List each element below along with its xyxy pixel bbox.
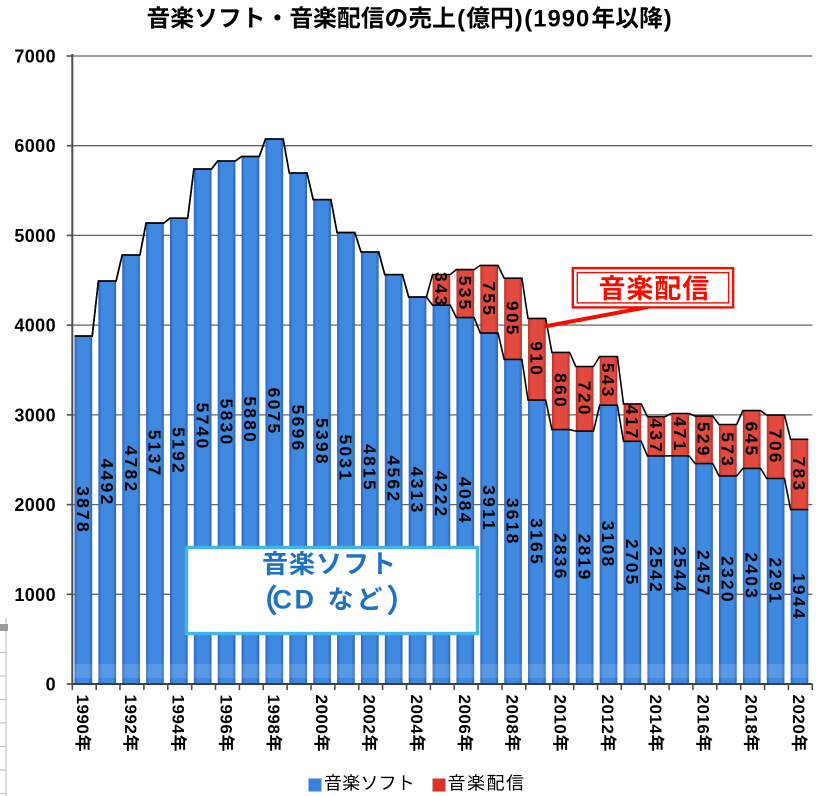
svg-text:2542: 2542 [646, 546, 666, 594]
svg-text:D: D [295, 585, 315, 615]
svg-text:0: 0 [46, 675, 56, 695]
svg-text:1996: 1996 [216, 695, 235, 735]
svg-text:4000: 4000 [14, 316, 56, 336]
svg-text:5398: 5398 [312, 418, 332, 466]
svg-text:(: ( [524, 6, 532, 33]
svg-text:4313: 4313 [407, 467, 427, 515]
svg-text:543: 543 [598, 363, 618, 399]
svg-text:645: 645 [741, 422, 761, 458]
svg-text:5192: 5192 [169, 427, 189, 475]
svg-text:2016: 2016 [694, 695, 713, 735]
svg-text:4782: 4782 [121, 446, 141, 494]
svg-text:3911: 3911 [479, 485, 499, 532]
svg-text:): ) [664, 6, 672, 33]
svg-text:905: 905 [503, 301, 523, 337]
svg-text:1000: 1000 [14, 585, 56, 605]
svg-text:535: 535 [455, 276, 475, 312]
svg-text:5031: 5031 [336, 434, 356, 482]
svg-text:3618: 3618 [503, 498, 523, 546]
svg-text:2000: 2000 [14, 495, 56, 515]
svg-text:1944: 1944 [789, 573, 809, 621]
svg-text:3000: 3000 [14, 405, 56, 425]
svg-text:471: 471 [670, 417, 690, 453]
svg-text:1992: 1992 [121, 695, 140, 735]
svg-text:4084: 4084 [455, 477, 475, 525]
svg-text:4562: 4562 [383, 456, 403, 504]
svg-text:573: 573 [718, 432, 738, 468]
svg-text:2403: 2403 [741, 552, 761, 600]
svg-text:2000: 2000 [312, 695, 331, 735]
svg-text:2004: 2004 [407, 695, 426, 735]
svg-text:2457: 2457 [694, 550, 714, 598]
svg-text:2705: 2705 [622, 539, 642, 587]
svg-text:5696: 5696 [288, 405, 308, 453]
svg-text:6075: 6075 [264, 388, 284, 436]
svg-text:2320: 2320 [718, 556, 738, 604]
svg-text:2836: 2836 [551, 533, 571, 581]
svg-text:4222: 4222 [431, 471, 451, 519]
svg-text:343: 343 [431, 272, 451, 308]
svg-text:755: 755 [479, 281, 499, 317]
svg-text:3878: 3878 [73, 486, 93, 534]
svg-text:2819: 2819 [574, 534, 594, 582]
svg-text:529: 529 [694, 422, 714, 458]
svg-text:(: ( [457, 6, 465, 33]
svg-text:): ) [515, 6, 523, 33]
svg-text:2002: 2002 [360, 695, 379, 735]
svg-text:3165: 3165 [527, 518, 547, 566]
svg-text:2012: 2012 [598, 695, 617, 735]
svg-text:5830: 5830 [216, 399, 236, 447]
svg-text:7000: 7000 [14, 47, 56, 67]
svg-text:2008: 2008 [503, 695, 522, 735]
svg-text:2291: 2291 [765, 557, 785, 605]
svg-text:5137: 5137 [145, 430, 165, 478]
svg-text:2010: 2010 [551, 695, 570, 735]
svg-text:4815: 4815 [360, 444, 380, 492]
svg-text:1998: 1998 [264, 695, 283, 735]
svg-text:1990: 1990 [73, 695, 92, 735]
svg-text:C: C [273, 585, 293, 615]
svg-text:910: 910 [527, 341, 547, 377]
svg-text:1994: 1994 [169, 695, 188, 735]
svg-text:2014: 2014 [646, 695, 665, 735]
svg-text:2018: 2018 [741, 695, 760, 735]
svg-text:783: 783 [789, 457, 809, 493]
svg-text:2020: 2020 [789, 695, 808, 735]
svg-text:5740: 5740 [192, 403, 212, 451]
svg-text:5880: 5880 [240, 396, 260, 444]
svg-text:2544: 2544 [670, 546, 690, 594]
svg-text:6000: 6000 [14, 136, 56, 156]
svg-text:720: 720 [574, 381, 594, 417]
svg-text:860: 860 [551, 373, 571, 409]
svg-text:706: 706 [765, 429, 785, 465]
svg-text:417: 417 [622, 405, 642, 441]
svg-text:5000: 5000 [14, 226, 56, 246]
svg-text:437: 437 [646, 418, 666, 454]
svg-text:1990: 1990 [533, 6, 590, 33]
svg-text:2006: 2006 [455, 695, 474, 735]
svg-text:4492: 4492 [97, 459, 117, 507]
svg-text:3108: 3108 [598, 521, 618, 569]
